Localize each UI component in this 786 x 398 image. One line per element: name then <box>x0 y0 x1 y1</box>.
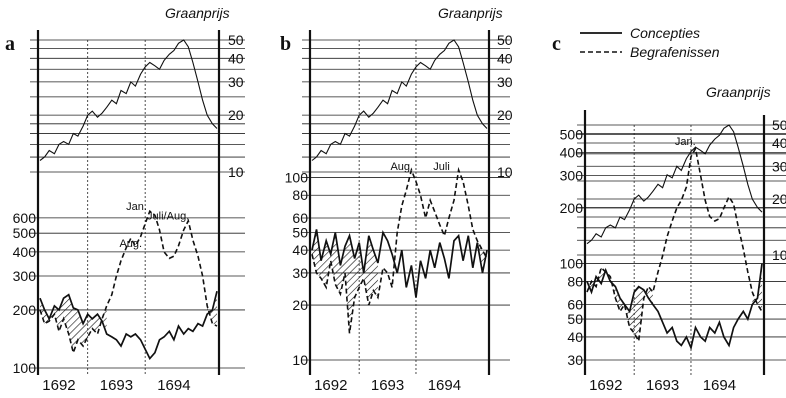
grain-tick-label: 10 <box>228 164 244 180</box>
grain-tick-label: 50 <box>772 117 786 133</box>
panel-letter: b <box>280 33 291 55</box>
left-tick-label: 50 <box>567 311 583 327</box>
conceptions-line <box>586 263 763 351</box>
grain-tick-label: 50 <box>497 32 513 48</box>
grain-price-line <box>39 39 218 161</box>
burials-line <box>586 146 763 344</box>
year-tick-label: 1694 <box>428 377 461 394</box>
left-tick-label: 80 <box>567 273 583 289</box>
left-tick-label: 60 <box>567 296 583 312</box>
left-tick-label: 50 <box>292 224 308 240</box>
left-tick-label: 300 <box>560 168 584 184</box>
surplus-area <box>477 240 487 273</box>
burials-line <box>39 209 218 356</box>
left-tick-label: 400 <box>13 244 37 260</box>
grain-tick-label: 40 <box>228 50 244 66</box>
peak-annotation: Aug. <box>119 238 142 250</box>
left-tick-label: 400 <box>560 144 584 160</box>
peak-annotation: Aug. <box>390 161 413 173</box>
panel-b: bGraanprijs10203040501020304050608010016… <box>280 5 513 394</box>
peak-annotation: Jan. <box>126 201 147 213</box>
panel-c: cGraanprijs10203040503040506080100200300… <box>552 33 786 394</box>
surplus-area <box>312 229 378 334</box>
left-tick-label: 30 <box>567 352 583 368</box>
left-tick-label: 20 <box>292 297 308 313</box>
year-tick-label: 1694 <box>703 377 736 394</box>
left-tick-label: 200 <box>560 200 584 216</box>
left-tick-label: 10 <box>292 352 308 368</box>
grain-tick-label: 40 <box>772 135 786 151</box>
left-tick-label: 80 <box>292 187 308 203</box>
grain-tick-label: 30 <box>772 158 786 174</box>
conceptions-line <box>311 229 488 298</box>
surplus-area <box>207 291 217 327</box>
grain-tick-label: 30 <box>228 74 244 90</box>
grain-tick-label: 10 <box>497 164 513 180</box>
left-tick-label: 60 <box>292 210 308 226</box>
left-tick-label: 600 <box>13 210 37 226</box>
grain-tick-label: 40 <box>497 50 513 66</box>
left-tick-label: 500 <box>13 225 37 241</box>
year-tick-label: 1693 <box>371 377 404 394</box>
year-tick-label: 1693 <box>100 377 133 394</box>
grain-price-line <box>586 124 763 245</box>
left-tick-label: 500 <box>560 127 584 143</box>
left-tick-label: 40 <box>292 242 308 258</box>
peak-annotation: Juli <box>433 161 450 173</box>
grain-tick-label: 10 <box>772 247 786 263</box>
grain-tick-label: 50 <box>228 32 244 48</box>
left-tick-label: 100 <box>285 170 309 186</box>
year-tick-label: 1694 <box>157 377 190 394</box>
grain-price-label: Graanprijs <box>438 5 503 21</box>
surplus-area <box>587 267 653 342</box>
left-tick-label: 300 <box>13 268 37 284</box>
grain-tick-label: 20 <box>772 191 786 207</box>
legend: Concepties Begrafenissen <box>580 25 720 60</box>
year-tick-label: 1692 <box>589 377 622 394</box>
surplus-area <box>40 294 107 353</box>
panel-letter: c <box>552 33 561 55</box>
left-tick-label: 40 <box>567 329 583 345</box>
peak-annotation: Juli/Aug. <box>147 210 189 222</box>
grain-tick-label: 30 <box>497 74 513 90</box>
burials-line <box>311 166 488 334</box>
conceptions-line <box>39 290 218 361</box>
left-tick-label: 100 <box>13 360 37 376</box>
grain-tick-label: 20 <box>497 107 513 123</box>
grain-price-label: Graanprijs <box>706 84 771 100</box>
panel-letter: a <box>5 33 15 55</box>
grain-tick-label: 20 <box>228 107 244 123</box>
left-tick-label: 200 <box>13 302 37 318</box>
peak-annotation: Jan. <box>675 136 696 148</box>
year-tick-label: 1692 <box>314 377 347 394</box>
left-tick-label: 100 <box>560 256 584 272</box>
grain-price-line <box>311 39 488 161</box>
left-tick-label: 30 <box>292 265 308 281</box>
year-tick-label: 1692 <box>42 377 75 394</box>
legend-burials-label: Begrafenissen <box>630 44 720 60</box>
grain-price-label: Graanprijs <box>165 5 230 21</box>
year-tick-label: 1693 <box>646 377 679 394</box>
legend-conceptions-label: Concepties <box>630 25 700 41</box>
